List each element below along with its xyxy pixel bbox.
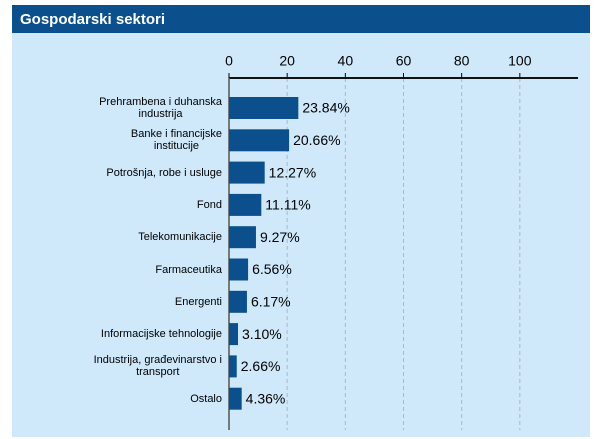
- header: [12, 5, 590, 33]
- bar: [229, 193, 262, 216]
- bar: [229, 323, 239, 346]
- category-label: Telekomunikacije: [138, 231, 222, 244]
- value-label: 4.36%: [246, 390, 286, 406]
- bar: [229, 226, 256, 249]
- category-label: Fond: [196, 198, 222, 211]
- category-label: Prehrambena i duhanska industrija: [99, 96, 222, 120]
- bar: [229, 97, 299, 119]
- value-label: 2.66%: [241, 358, 281, 374]
- value-label: 9.27%: [260, 229, 300, 245]
- value-label: 11.11%: [265, 197, 310, 213]
- category-label: Industrija, građevinarstvo i transport: [93, 354, 222, 379]
- category-label: Ostalo: [190, 392, 222, 405]
- x-tick-label: 40: [338, 53, 354, 69]
- value-label: 6.56%: [252, 261, 292, 277]
- panel: [12, 33, 590, 437]
- bar: [229, 387, 242, 410]
- bar: [229, 290, 247, 313]
- value-label: 12.27%: [269, 164, 316, 180]
- x-tick-label: 20: [279, 53, 295, 69]
- category-label: Farmaceutika: [155, 263, 222, 276]
- bar: [229, 355, 237, 378]
- category-label: Banke i financijske institucije: [130, 128, 222, 153]
- x-tick-label: 60: [396, 53, 412, 69]
- category-label: Energenti: [174, 295, 222, 308]
- bar: [229, 129, 290, 152]
- value-label: 20.66%: [293, 132, 340, 148]
- category-label: Potrošnja, robe i usluge: [106, 166, 222, 179]
- value-label: 3.10%: [242, 326, 282, 342]
- value-label: 23.84%: [302, 100, 349, 116]
- bar: [229, 258, 249, 281]
- x-tick-label: 100: [508, 53, 532, 69]
- x-tick-label: 80: [454, 53, 470, 69]
- category-label: Informacijske tehnologije: [100, 328, 222, 341]
- value-label: 6.17%: [251, 294, 291, 310]
- bar: [229, 161, 265, 184]
- chart-title: Gospodarski sektori: [20, 11, 165, 28]
- x-tick-label: 0: [225, 53, 233, 69]
